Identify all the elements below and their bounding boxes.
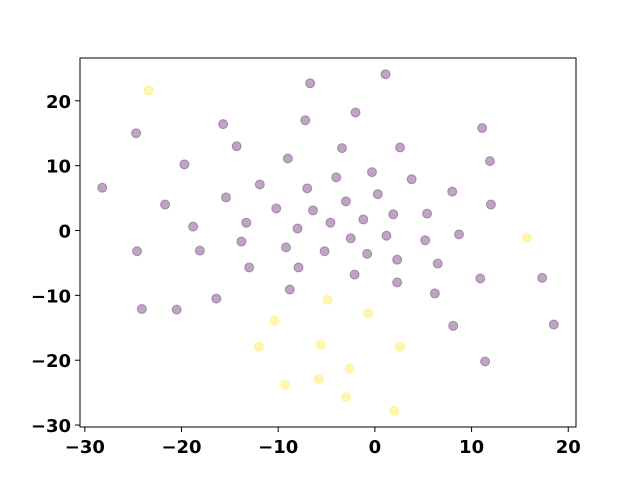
point	[363, 308, 374, 319]
x-tick-label: 10	[459, 437, 484, 458]
point	[477, 123, 488, 134]
point	[241, 217, 252, 228]
point	[284, 284, 295, 295]
point	[188, 221, 199, 232]
point	[406, 174, 417, 185]
point	[349, 269, 360, 280]
point	[253, 341, 264, 352]
point	[131, 128, 142, 139]
point	[372, 189, 383, 200]
point	[319, 246, 330, 257]
point	[280, 242, 291, 253]
point	[313, 374, 324, 385]
point	[305, 78, 316, 89]
point	[282, 153, 293, 164]
point	[269, 315, 280, 326]
point	[392, 254, 403, 265]
point	[480, 356, 491, 367]
point	[448, 320, 459, 331]
point	[454, 229, 465, 240]
point	[475, 273, 486, 284]
point	[422, 208, 433, 219]
point	[194, 245, 205, 256]
point	[484, 156, 495, 167]
y-tick-label: −20	[31, 351, 71, 372]
point	[485, 199, 496, 210]
point	[366, 167, 377, 178]
point	[350, 107, 361, 118]
point	[279, 379, 290, 390]
point	[447, 186, 458, 197]
point	[420, 235, 431, 246]
y-tick-label: 0	[58, 222, 71, 243]
x-tick-label: 20	[556, 437, 581, 458]
point	[380, 69, 391, 80]
y-tick-label: 10	[46, 157, 71, 178]
point	[136, 303, 147, 314]
point	[231, 141, 242, 152]
y-tick-label: −30	[31, 416, 71, 437]
point	[325, 217, 336, 228]
point	[322, 294, 333, 305]
y-tick-label: 20	[46, 92, 71, 113]
point	[340, 392, 351, 403]
point	[429, 288, 440, 299]
point	[271, 203, 282, 214]
point	[220, 192, 231, 203]
point	[388, 209, 399, 220]
point	[392, 277, 403, 288]
point	[218, 119, 229, 130]
x-tick-label: −30	[65, 437, 105, 458]
point	[432, 258, 443, 269]
x-tick-label: 0	[369, 437, 382, 458]
point	[358, 214, 369, 225]
point	[179, 159, 190, 170]
plot-frame	[79, 57, 577, 428]
point	[537, 272, 548, 283]
point	[236, 236, 247, 247]
point	[337, 143, 348, 154]
point	[254, 179, 265, 190]
point	[171, 304, 182, 315]
point	[362, 248, 373, 259]
point	[395, 341, 406, 352]
y-tick-label: −10	[31, 286, 71, 307]
point	[292, 223, 303, 234]
point	[315, 339, 326, 350]
point	[300, 115, 311, 126]
point	[381, 230, 392, 241]
point	[244, 262, 255, 273]
point	[302, 183, 313, 194]
point	[293, 262, 304, 273]
point	[521, 232, 532, 243]
x-tick-label: −20	[161, 437, 201, 458]
point	[143, 85, 154, 96]
point	[345, 233, 356, 244]
point	[340, 196, 351, 207]
point	[395, 142, 406, 153]
point	[308, 205, 319, 216]
point	[97, 182, 108, 193]
point	[331, 172, 342, 183]
point	[344, 363, 355, 374]
point	[160, 199, 171, 210]
point	[211, 293, 222, 304]
x-tick-label: −10	[258, 437, 298, 458]
point	[132, 246, 143, 257]
point	[548, 319, 559, 330]
point	[389, 405, 400, 416]
